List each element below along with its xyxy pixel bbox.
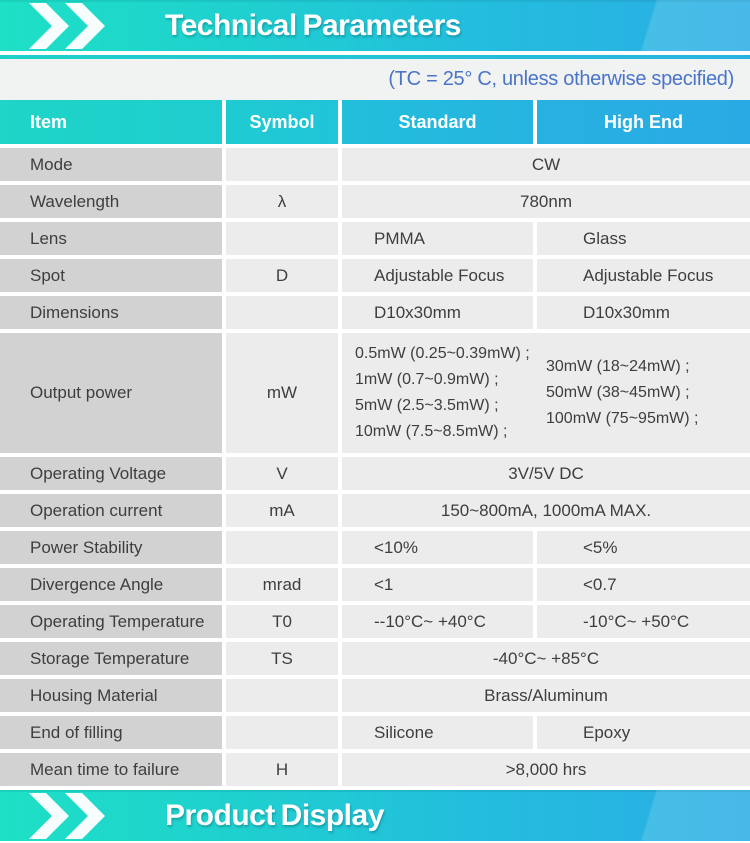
output-power-standard-list: 0.5mW (0.25~0.39mW) ; 1mW (0.7~0.9mW) ; 5m… xyxy=(355,341,546,445)
row-symbol xyxy=(226,716,338,749)
row-item-label: Output power xyxy=(0,333,222,453)
output-power-line: 1mW (0.7~0.9mW) ; xyxy=(355,371,499,388)
table-row: Storage Temperature TS -40°C~ +85°C xyxy=(0,642,750,675)
row-item-label: Wavelength xyxy=(0,185,222,218)
row-value-merged: CW xyxy=(342,148,750,181)
row-value-highend: Epoxy xyxy=(537,716,750,749)
table-row: Output power mW 0.5mW (0.25~0.39mW) ; 1mW (… xyxy=(0,333,750,453)
row-symbol xyxy=(226,531,338,564)
condition-note-bar: (TC = 25° C, unless otherwise specified) xyxy=(0,59,750,100)
row-symbol xyxy=(226,148,338,181)
row-symbol: TS xyxy=(226,642,338,675)
banner-divider xyxy=(0,841,750,843)
condition-note: (TC = 25° C, unless otherwise specified) xyxy=(388,68,734,90)
page-title: Technical Parameters xyxy=(165,8,461,42)
row-value-standard: --10°C~ +40°C xyxy=(342,605,533,638)
column-header-symbol: Symbol xyxy=(226,100,338,144)
row-value-output-power: 0.5mW (0.25~0.39mW) ; 1mW (0.7~0.9mW) ; 5m… xyxy=(342,333,750,453)
row-value-highend: <5% xyxy=(537,531,750,564)
parameters-table: Item Symbol Standard High End Mode CW Wave… xyxy=(0,100,750,786)
column-header-standard: Standard xyxy=(342,100,533,144)
row-symbol: mW xyxy=(226,333,338,453)
row-value-standard: Adjustable Focus xyxy=(342,259,533,292)
row-item-label: Housing Material xyxy=(0,679,222,712)
row-value-merged: >8,000 hrs xyxy=(342,753,750,786)
row-symbol xyxy=(226,679,338,712)
row-item-label: Mean time to failure xyxy=(0,753,222,786)
table-row: Housing Material Brass/Aluminum xyxy=(0,679,750,712)
row-value-merged: Brass/Aluminum xyxy=(342,679,750,712)
row-value-highend: D10x30mm xyxy=(537,296,750,329)
row-item-label: Operation current xyxy=(0,494,222,527)
row-value-merged: 780nm xyxy=(342,185,750,218)
double-chevron-icon xyxy=(29,792,105,839)
output-power-line: 10mW (7.5~8.5mW) ; xyxy=(355,423,508,440)
double-chevron-icon xyxy=(29,2,105,49)
table-row: Operating Temperature T0 --10°C~ +40°C -10°… xyxy=(0,605,750,638)
row-symbol: D xyxy=(226,259,338,292)
table-row: Divergence Angle mrad <1 <0.7 xyxy=(0,568,750,601)
table-row: Operation current mA 150~800mA, 1000mA MAX… xyxy=(0,494,750,527)
row-symbol: mrad xyxy=(226,568,338,601)
section-title: Product Display xyxy=(165,798,384,832)
table-row: Mean time to failure H >8,000 hrs xyxy=(0,753,750,786)
row-value-standard: PMMA xyxy=(342,222,533,255)
table-body: Mode CW Wavelength λ 780nm Lens PMMA Glass Spot D… xyxy=(0,148,750,786)
table-row: Operating Voltage V 3V/5V DC xyxy=(0,457,750,490)
row-value-merged: 150~800mA, 1000mA MAX. xyxy=(342,494,750,527)
row-value-standard: <1 xyxy=(342,568,533,601)
technical-parameters-banner: Technical Parameters xyxy=(0,0,750,51)
row-value-merged: 3V/5V DC xyxy=(342,457,750,490)
row-item-label: Power Stability xyxy=(0,531,222,564)
row-value-highend: -10°C~ +50°C xyxy=(537,605,750,638)
table-row: End of filling Silicone Epoxy xyxy=(0,716,750,749)
table-row: Spot D Adjustable Focus Adjustable Focus xyxy=(0,259,750,292)
row-symbol xyxy=(226,222,338,255)
product-display-banner: Product Display xyxy=(0,790,750,841)
table-row: Power Stability <10% <5% xyxy=(0,531,750,564)
row-item-label: End of filling xyxy=(0,716,222,749)
column-header-highend: High End xyxy=(537,100,750,144)
table-row: Dimensions D10x30mm D10x30mm xyxy=(0,296,750,329)
row-symbol: mA xyxy=(226,494,338,527)
column-header-item: Item xyxy=(0,100,222,144)
table-row: Wavelength λ 780nm xyxy=(0,185,750,218)
row-item-label: Spot xyxy=(0,259,222,292)
row-symbol: V xyxy=(226,457,338,490)
row-item-label: Divergence Angle xyxy=(0,568,222,601)
output-power-line: 0.5mW (0.25~0.39mW) ; xyxy=(355,345,530,362)
row-item-label: Operating Temperature xyxy=(0,605,222,638)
row-value-standard: D10x30mm xyxy=(342,296,533,329)
table-row: Mode CW xyxy=(0,148,750,181)
row-symbol: H xyxy=(226,753,338,786)
output-power-line: 50mW (38~45mW) ; xyxy=(546,384,690,401)
row-value-standard: <10% xyxy=(342,531,533,564)
row-value-highend: <0.7 xyxy=(537,568,750,601)
accent-line xyxy=(0,55,750,59)
table-header-row: Item Symbol Standard High End xyxy=(0,100,750,144)
output-power-line: 30mW (18~24mW) ; xyxy=(546,358,690,375)
row-value-standard: Silicone xyxy=(342,716,533,749)
table-row: Lens PMMA Glass xyxy=(0,222,750,255)
row-value-highend: Adjustable Focus xyxy=(537,259,750,292)
output-power-line: 5mW (2.5~3.5mW) ; xyxy=(355,397,499,414)
row-symbol xyxy=(226,296,338,329)
row-item-label: Operating Voltage xyxy=(0,457,222,490)
row-symbol: λ xyxy=(226,185,338,218)
row-item-label: Lens xyxy=(0,222,222,255)
output-power-highend-list: 30mW (18~24mW) ; 50mW (38~45mW) ; 100mW (7… xyxy=(546,354,698,432)
banner-divider xyxy=(0,51,750,55)
output-power-line: 100mW (75~95mW) ; xyxy=(546,410,699,427)
row-item-label: Dimensions xyxy=(0,296,222,329)
row-value-highend: Glass xyxy=(537,222,750,255)
row-value-merged: -40°C~ +85°C xyxy=(342,642,750,675)
row-item-label: Storage Temperature xyxy=(0,642,222,675)
row-symbol: T0 xyxy=(226,605,338,638)
row-item-label: Mode xyxy=(0,148,222,181)
